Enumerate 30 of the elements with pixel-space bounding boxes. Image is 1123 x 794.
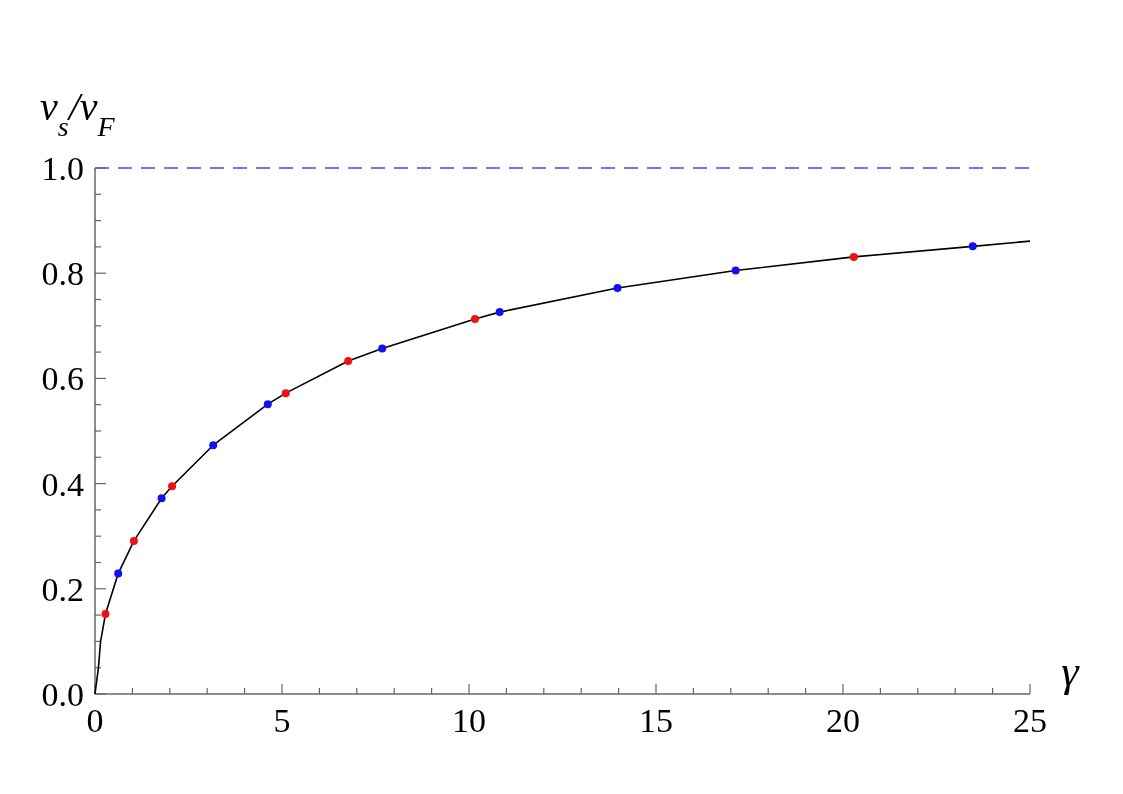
point xyxy=(968,242,977,251)
x-tick-label: 5 xyxy=(273,702,291,739)
x-tick-label: 15 xyxy=(639,702,673,739)
y-axis-title: v$_{s}$/v$_{F}$ xyxy=(40,84,116,142)
point xyxy=(114,569,123,578)
point xyxy=(495,308,504,317)
point xyxy=(613,283,622,292)
point xyxy=(209,441,218,450)
x-axis-title: γ xyxy=(1061,647,1081,696)
y-tick-label: 0.2 xyxy=(41,570,84,608)
x-tick-label: 25 xyxy=(1013,702,1047,739)
x-tick-label: 0 xyxy=(86,702,104,739)
point xyxy=(849,252,858,261)
point xyxy=(101,610,110,619)
point xyxy=(470,314,479,323)
y-tick-label: 1.0 xyxy=(41,149,84,187)
x-tick-label: 20 xyxy=(826,702,860,739)
point xyxy=(378,344,387,353)
point xyxy=(263,400,272,409)
point xyxy=(731,266,740,275)
y-tick-label: 0.4 xyxy=(41,465,84,503)
y-tick-label: 0.6 xyxy=(41,360,84,398)
point xyxy=(168,482,177,491)
point xyxy=(129,536,138,545)
y-tick-label: 0.0 xyxy=(41,675,84,713)
y-tick-label: 0.8 xyxy=(41,255,84,293)
point xyxy=(157,494,166,503)
point xyxy=(344,357,353,366)
point xyxy=(281,389,290,398)
x-tick-label: 10 xyxy=(452,702,486,739)
